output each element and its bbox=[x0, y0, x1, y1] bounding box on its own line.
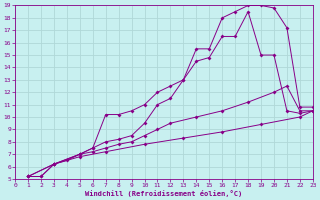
X-axis label: Windchill (Refroidissement éolien,°C): Windchill (Refroidissement éolien,°C) bbox=[85, 190, 243, 197]
